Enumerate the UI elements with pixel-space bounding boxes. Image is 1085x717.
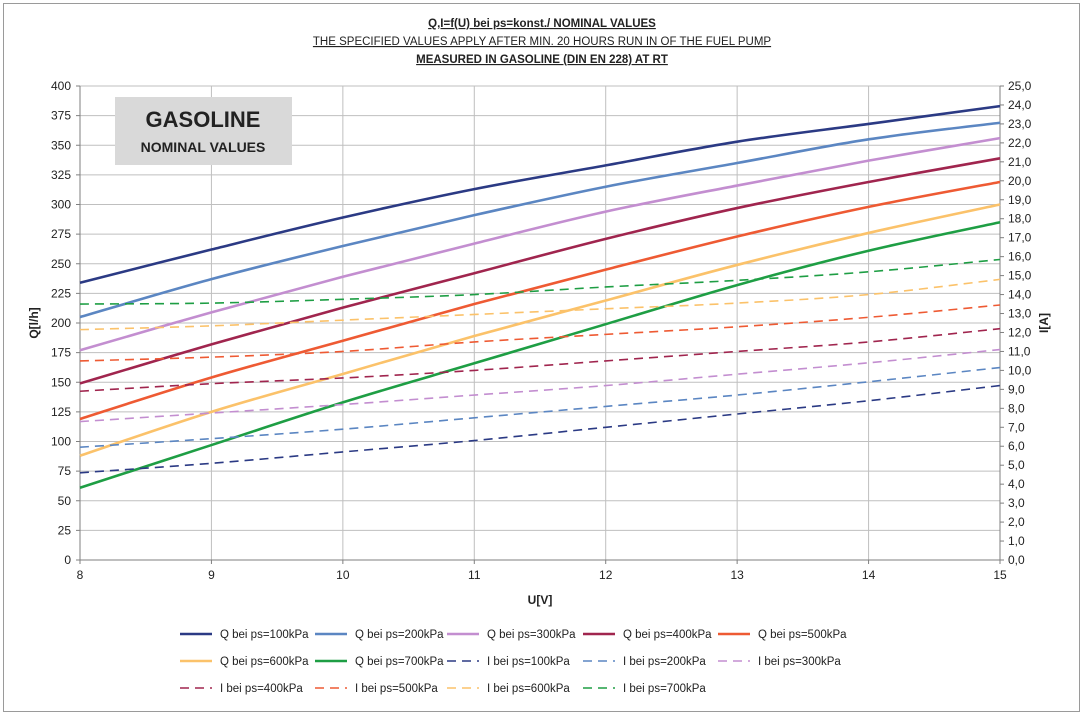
legend-label: Q bei ps=100kPa	[220, 629, 309, 641]
y2-tick-label: 15,0	[1008, 269, 1032, 283]
series-line-2	[79, 121, 1001, 319]
legend: Q bei ps=100kPa Q bei ps=200kPa Q bei ps=3…	[180, 629, 847, 695]
y-tick-label: 0	[64, 553, 71, 567]
legend-label: Q bei ps=300kPa	[487, 629, 576, 641]
chart-title-line-1: Q,I=f(U) bei ps=konst./ NOMINAL VALUES	[428, 18, 656, 30]
plot-border	[76, 85, 1004, 564]
y-tick-label: 250	[51, 257, 71, 271]
y2-tick-label: 7,0	[1008, 420, 1025, 434]
legend-label: Q bei ps=600kPa	[220, 656, 309, 668]
y2-tick-label: 23,0	[1008, 117, 1032, 131]
badge-box	[115, 97, 292, 165]
y-tick-label: 400	[51, 79, 71, 93]
series-line-1	[79, 104, 1001, 284]
y2-tick-label: 18,0	[1008, 212, 1032, 226]
legend-label: I bei ps=500kPa	[355, 683, 438, 695]
legend-label: I bei ps=100kPa	[487, 656, 570, 668]
x-tick-label: 10	[336, 568, 350, 582]
y2-tick-label: 9,0	[1008, 382, 1025, 396]
y-tick-label: 275	[51, 227, 71, 241]
y-tick-label: 225	[51, 286, 71, 300]
y2-tick-label: 16,0	[1008, 250, 1032, 264]
series-line-6	[79, 203, 1001, 457]
y2-tick-labels: 0,0 1,0 2,0 3,0 4,0 5,0 6,0 7,0 8,0 9,0 10,0 11,0 12…	[1008, 79, 1032, 567]
y2-tick-label: 20,0	[1008, 174, 1032, 188]
y2-tick-label: 6,0	[1008, 439, 1025, 453]
y2-tick-label: 17,0	[1008, 231, 1032, 245]
y-tick-label: 200	[51, 316, 71, 330]
legend-label: I bei ps=300kPa	[758, 656, 841, 668]
y-tick-label: 300	[51, 198, 71, 212]
legend-label: I bei ps=700kPa	[623, 683, 706, 695]
y2-tick-label: 25,0	[1008, 79, 1032, 93]
y-tick-label: 75	[58, 464, 72, 478]
legend-label: Q bei ps=400kPa	[623, 629, 712, 641]
series-line-9	[79, 366, 1001, 448]
y-tick-label: 350	[51, 138, 71, 152]
y2-tick-label: 8,0	[1008, 401, 1025, 415]
y2-tick-label: 22,0	[1008, 136, 1032, 150]
legend-label: I bei ps=200kPa	[623, 656, 706, 668]
series-line-7	[79, 221, 1001, 489]
y2-tick-label: 11,0	[1008, 344, 1031, 358]
x-axis-title: U[V]	[528, 593, 553, 607]
y-tick-label: 125	[51, 405, 71, 419]
series-line-4	[79, 157, 1001, 385]
y2-tick-label: 5,0	[1008, 458, 1025, 472]
x-tick-label: 8	[77, 568, 84, 582]
x-tick-labels: 8 9 10 11 12 13 14 15	[77, 568, 1007, 582]
y-tick-label: 325	[51, 168, 71, 182]
legend-label: I bei ps=600kPa	[487, 683, 570, 695]
y2-tick-label: 4,0	[1008, 477, 1025, 491]
x-tick-label: 13	[730, 568, 744, 582]
legend-label: Q bei ps=700kPa	[355, 656, 444, 668]
series-line-8	[79, 384, 1001, 474]
y2-tick-label: 12,0	[1008, 325, 1032, 339]
gasoline-badge: GASOLINE NOMINAL VALUES	[115, 97, 292, 165]
y2-tick-label: 0,0	[1008, 553, 1025, 567]
badge-subtitle: NOMINAL VALUES	[141, 139, 266, 155]
y2-tick-label: 2,0	[1008, 515, 1025, 529]
series-line-5	[79, 180, 1001, 421]
chart-title-line-2: THE SPECIFIED VALUES APPLY AFTER MIN. 20…	[313, 36, 772, 48]
y2-tick-label: 1,0	[1008, 534, 1025, 548]
y2-tick-label: 24,0	[1008, 98, 1032, 112]
x-tick-label: 15	[993, 568, 1007, 582]
y2-axis-title: I[A]	[1037, 313, 1051, 333]
series-line-14	[79, 258, 1001, 305]
legend-label: I bei ps=400kPa	[220, 683, 303, 695]
y-tick-label: 375	[51, 109, 71, 123]
series-layer	[79, 104, 1001, 489]
y2-tick-label: 3,0	[1008, 496, 1025, 510]
y-tick-labels: 0 25 50 75 100 125 150 175 200 225 250 275 300 325 350…	[51, 79, 71, 567]
x-tick-label: 12	[599, 568, 613, 582]
y-tick-label: 100	[51, 435, 71, 449]
chart-title-line-3: MEASURED IN GASOLINE (DIN EN 228) AT RT	[416, 54, 668, 66]
y2-tick-label: 14,0	[1008, 288, 1032, 302]
y2-tick-label: 13,0	[1008, 307, 1032, 321]
y-tick-label: 50	[58, 494, 72, 508]
x-tick-label: 9	[208, 568, 215, 582]
legend-label: Q bei ps=500kPa	[758, 629, 847, 641]
series-line-3	[79, 136, 1001, 352]
y-axis-title: Q[l/h]	[27, 307, 41, 338]
badge-title: GASOLINE	[146, 107, 261, 132]
y2-tick-label: 19,0	[1008, 193, 1032, 207]
y2-tick-label: 10,0	[1008, 363, 1032, 377]
y2-tick-label: 21,0	[1008, 155, 1032, 169]
x-tick-label: 14	[862, 568, 876, 582]
y-tick-label: 175	[51, 346, 71, 360]
y-tick-label: 25	[58, 523, 72, 537]
y-tick-label: 150	[51, 375, 71, 389]
x-tick-label: 11	[468, 568, 481, 582]
legend-label: Q bei ps=200kPa	[355, 629, 444, 641]
